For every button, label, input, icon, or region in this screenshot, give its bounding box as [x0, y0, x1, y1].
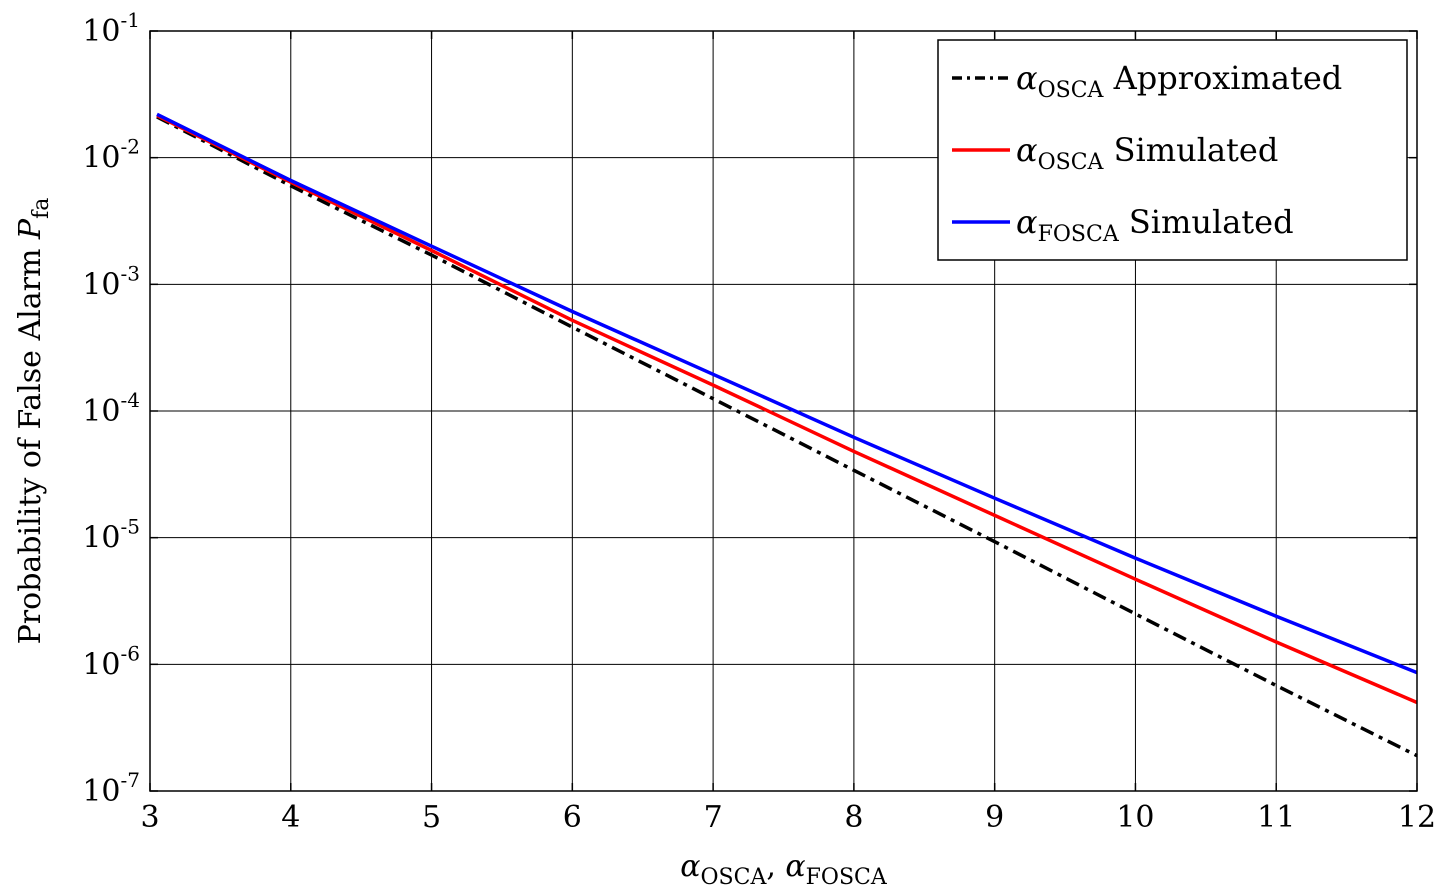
series-line-0 — [156, 115, 1418, 758]
legend-entry-1: αOSCA Simulated — [1016, 131, 1278, 175]
y-tick-exponent: -3 — [121, 261, 140, 285]
y-tick-label: 10-1 — [82, 8, 140, 49]
y-tick-exponent: -2 — [121, 135, 140, 159]
y-tick-label: 10-6 — [82, 641, 140, 682]
y-axis-title-text: Probability of False Alarm — [13, 239, 48, 644]
legend-box — [937, 39, 1408, 261]
legend-subscript: OSCA — [1038, 150, 1105, 175]
x-tick-label: 7 — [704, 800, 723, 835]
y-axis-title: Probability of False Alarm Pfa — [13, 198, 54, 645]
legend-symbol: α — [1016, 203, 1038, 241]
y-tick-exponent: -5 — [121, 515, 140, 539]
x-axis-title-subscript: OSCA — [701, 865, 768, 890]
y-tick-exponent: -7 — [121, 768, 140, 792]
series-line-2 — [156, 112, 1418, 675]
x-tick-label: 6 — [563, 800, 582, 835]
y-tick-base: 10 — [82, 267, 120, 302]
y-tick-exponent: -4 — [121, 388, 140, 412]
x-tick-label: 11 — [1257, 800, 1295, 835]
y-tick-base: 10 — [82, 521, 120, 556]
x-axis-title-symbol: α — [785, 849, 805, 884]
x-tick-label: 8 — [844, 800, 863, 835]
y-tick-base: 10 — [82, 14, 120, 49]
x-tick-label: 4 — [281, 800, 300, 835]
axis-ticks: 3 4 5 6 7 8 9 10 11 1210-110-210-310-410-510-610-… — [82, 8, 1436, 835]
legend-entry-0: αOSCA Approximated — [1016, 59, 1342, 103]
x-axis-title-sep: , — [766, 849, 785, 884]
x-axis-title: αOSCA, αFOSCA — [680, 849, 888, 890]
y-tick-base: 10 — [82, 394, 120, 429]
legend-subscript: FOSCA — [1038, 222, 1120, 247]
y-axis-title-symbol: P — [13, 218, 48, 240]
legend-entry-2: αFOSCA Simulated — [1016, 203, 1294, 247]
y-tick-label: 10-5 — [82, 515, 140, 556]
legend-symbol: α — [1016, 131, 1038, 169]
y-tick-label: 10-7 — [82, 768, 140, 809]
x-axis-title-symbol: α — [680, 849, 700, 884]
y-tick-label: 10-3 — [82, 261, 140, 302]
y-axis-title-group: Probability of False Alarm Pfa — [13, 198, 54, 645]
y-tick-base: 10 — [82, 774, 120, 809]
x-tick-label: 5 — [422, 800, 441, 835]
legend-symbol: α — [1016, 59, 1038, 97]
legend-subscript: OSCA — [1038, 78, 1105, 103]
y-tick-label: 10-4 — [82, 388, 140, 429]
legend-label: Approximated — [1103, 59, 1342, 97]
x-tick-label: 9 — [985, 800, 1004, 835]
series-line-1 — [156, 114, 1418, 705]
y-tick-base: 10 — [82, 647, 120, 682]
x-tick-label: 3 — [140, 800, 159, 835]
x-axis-title-subscript: FOSCA — [806, 865, 888, 890]
legend-label: Simulated — [1119, 203, 1294, 241]
legend-label: Simulated — [1103, 131, 1278, 169]
y-tick-exponent: -6 — [121, 641, 140, 665]
y-axis-title-subscript: fa — [29, 198, 54, 219]
y-tick-exponent: -1 — [121, 8, 140, 32]
x-tick-label: 10 — [1116, 800, 1154, 835]
y-tick-label: 10-2 — [82, 135, 140, 176]
x-tick-label: 12 — [1398, 800, 1436, 835]
y-tick-base: 10 — [82, 141, 120, 176]
plot-series — [156, 112, 1418, 758]
